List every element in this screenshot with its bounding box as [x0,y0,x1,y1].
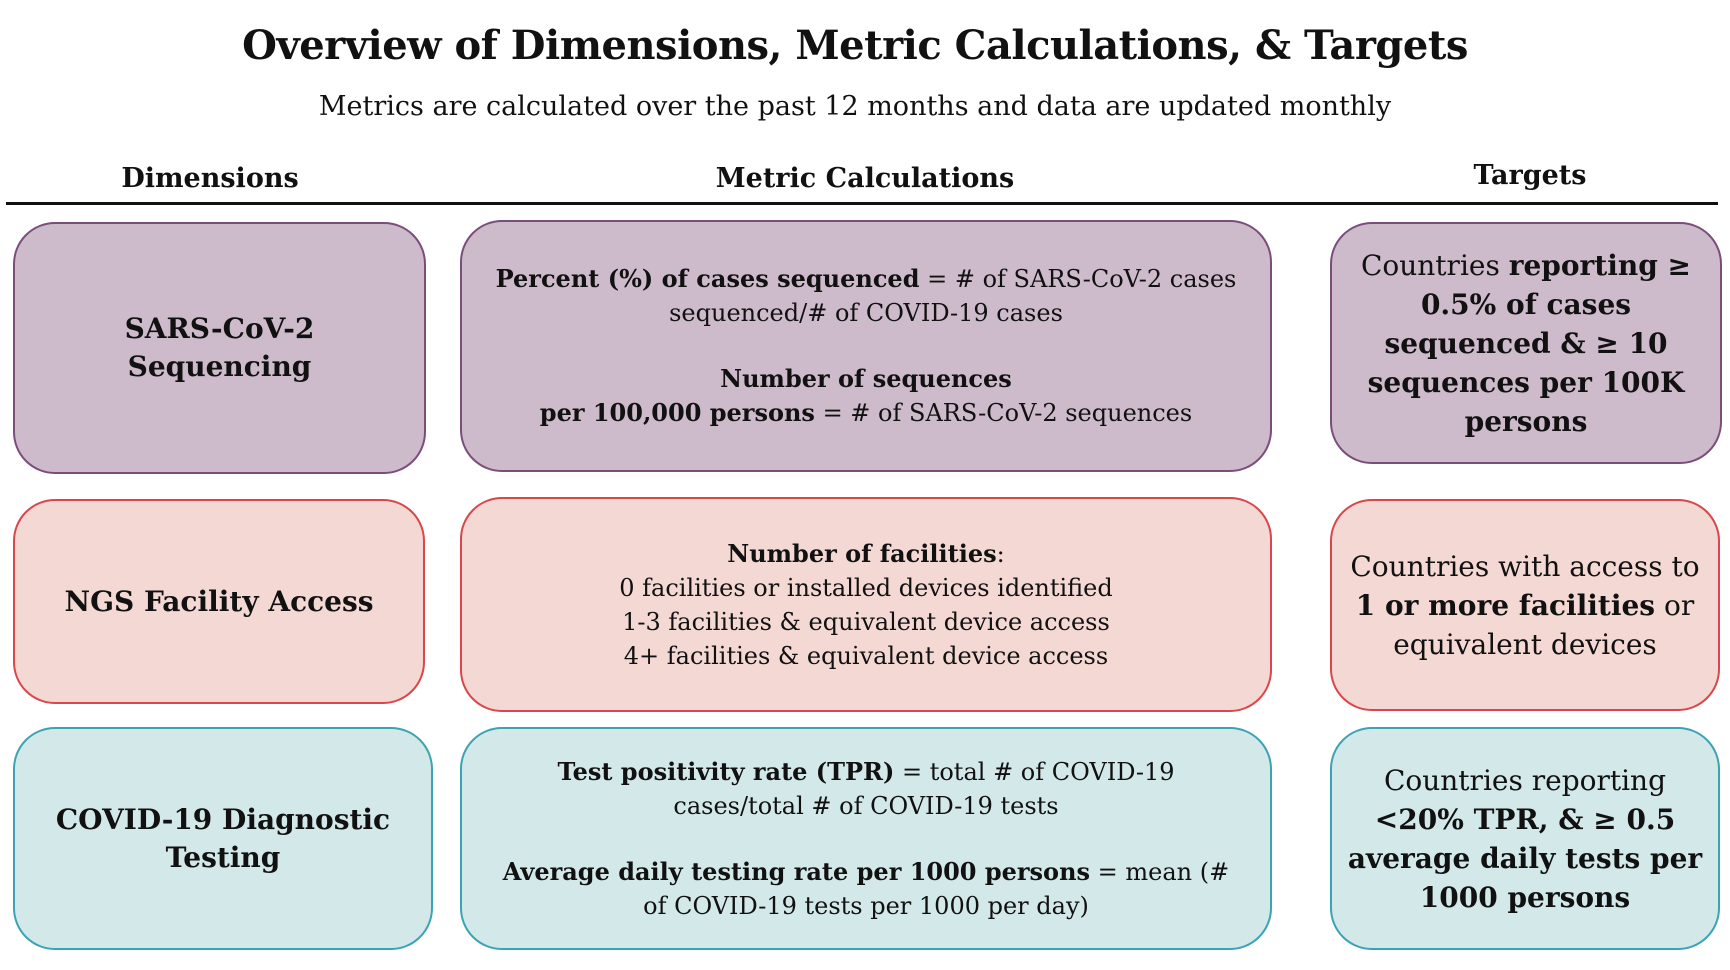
metric-test-positivity-rate: Test positivity rate (TPR) = total # of … [492,755,1240,823]
target-criteria: reporting ≥ 0.5% of cases sequenced & ≥ … [1367,248,1692,438]
metric-level-1-3: 1-3 facilities & equivalent device acces… [622,607,1110,636]
dimension-label-sequencing: SARS-CoV-2 Sequencing [124,312,315,383]
target-text-testing: Countries reporting <20% TPR, & ≥ 0.5 av… [1332,761,1718,917]
metric-term: Number of facilities [727,538,997,568]
spacer [492,330,1240,362]
page-subtitle: Metrics are calculated over the past 12 … [318,91,1392,122]
target-text-sequencing: Countries reporting ≥ 0.5% of cases sequ… [1332,246,1720,441]
metric-level-0: 0 facilities or installed devices identi… [619,573,1113,602]
metric-text-testing: Test positivity rate (TPR) = total # of … [462,755,1270,923]
metric-percent-cases-sequenced: Percent (%) of cases sequenced = # of SA… [492,262,1240,330]
metric-formula: = # of SARS-CoV-2 cases sequenced/# of C… [669,265,1237,327]
metric-term: Average daily testing rate per 1000 pers… [502,856,1091,886]
header-divider [6,202,1718,205]
metric-text-ngs: Number of facilities: 0 facilities or in… [589,537,1143,673]
metric-sequences-per-100k: Number of sequences per 100,000 persons =… [492,362,1240,430]
target-box-sequencing: Countries reporting ≥ 0.5% of cases sequ… [1330,222,1722,464]
metric-term: Test positivity rate (TPR) [557,756,895,786]
target-lead: Countries reporting [1383,763,1667,797]
target-tail: or equivalent devices [1393,588,1695,661]
metric-box-ngs: Number of facilities: 0 facilities or in… [460,497,1272,712]
target-criteria: 1 or more facilities [1355,588,1656,622]
dimension-label-ngs: NGS Facility Access [64,584,374,618]
metric-formula: = # of SARS-CoV-2 sequences [814,399,1193,427]
dimension-label-testing: COVID-19 Diagnostic Testing [55,802,391,874]
target-criteria: <20% TPR, & ≥ 0.5 average daily tests pe… [1347,802,1703,914]
header-targets: Targets [1473,160,1587,191]
metric-formula: = mean (# of COVID-19 tests per 1000 per… [643,857,1230,920]
metric-term: Number of sequences [720,364,1012,393]
metric-term: Percent (%) of cases sequenced [495,264,920,293]
spacer [492,823,1240,855]
metric-term: per 100,000 persons [539,398,815,427]
target-lead: Countries with access to [1350,549,1700,583]
metric-box-testing: Test positivity rate (TPR) = total # of … [460,727,1272,950]
dimension-box-testing: COVID-19 Diagnostic Testing [13,727,433,950]
metric-level-4-plus: 4+ facilities & equivalent device access [623,641,1109,670]
target-box-testing: Countries reporting <20% TPR, & ≥ 0.5 av… [1330,727,1720,950]
metric-number-of-facilities: Number of facilities: [619,537,1113,571]
metric-text-sequencing: Percent (%) of cases sequenced = # of SA… [462,262,1270,430]
page-title: Overview of Dimensions, Metric Calculati… [242,22,1468,69]
metric-daily-testing-rate: Average daily testing rate per 1000 pers… [492,855,1240,923]
metric-colon: : [996,539,1005,568]
metric-box-sequencing: Percent (%) of cases sequenced = # of SA… [460,220,1272,472]
target-lead: Countries [1360,248,1509,282]
header-dimensions: Dimensions [121,163,299,194]
target-text-ngs: Countries with access to 1 or more facil… [1332,547,1718,664]
metric-formula: = total # of COVID-19 cases/total # of C… [673,757,1175,820]
header-metric-calculations: Metric Calculations [715,163,1015,194]
target-box-ngs: Countries with access to 1 or more facil… [1330,499,1720,711]
dimension-box-ngs: NGS Facility Access [13,499,425,704]
dimension-box-sequencing: SARS-CoV-2 Sequencing [13,222,426,474]
